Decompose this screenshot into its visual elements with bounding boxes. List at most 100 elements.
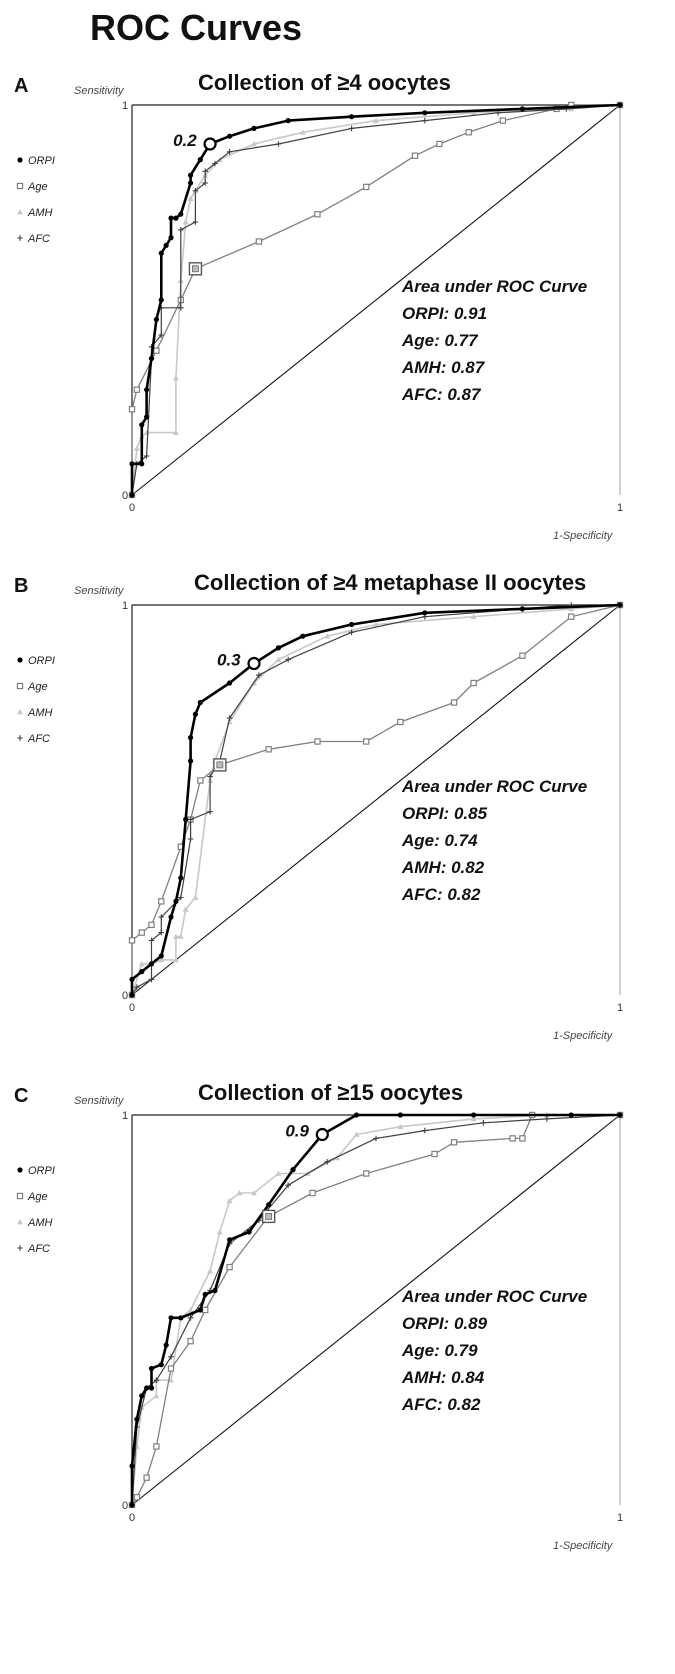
- data-point-orpi: [148, 961, 155, 967]
- legend-label-amh: AMH: [27, 207, 53, 219]
- data-point-orpi: [139, 1393, 145, 1399]
- data-point-age: [314, 738, 321, 745]
- legend-marker-afc: [17, 235, 23, 241]
- diagonal-reference-line: [131, 604, 621, 996]
- data-point-orpi: [227, 133, 233, 139]
- data-point-orpi: [246, 1229, 252, 1235]
- auc-annotation: Area under ROC Curve ORPI: 0.89 Age: 0.79 A…: [401, 1287, 587, 1414]
- data-point-orpi: [129, 492, 135, 498]
- legend: ORPI Age AMH AFC: [16, 155, 55, 245]
- data-point-amh: [216, 1229, 223, 1235]
- data-point-age: [202, 1306, 209, 1314]
- legend-item-afc: AFC: [17, 1243, 50, 1255]
- x-tick-label-0: 0: [129, 502, 135, 514]
- highlight-point-age-inner: [192, 265, 199, 273]
- data-point-orpi: [173, 215, 179, 221]
- data-point-amh: [172, 429, 179, 435]
- data-point-orpi: [617, 102, 623, 108]
- y-axis-label: Sensitivity: [74, 85, 125, 97]
- auc-line-1: ORPI: 0.85: [402, 804, 488, 823]
- data-point-orpi: [617, 602, 623, 608]
- data-point-afc: [226, 149, 233, 155]
- data-point-amh: [470, 613, 477, 620]
- data-point-orpi: [158, 953, 164, 959]
- threshold-label: 0.2: [173, 131, 197, 150]
- data-point-afc: [544, 1116, 550, 1122]
- x-tick-label-1: 1: [617, 1002, 623, 1014]
- legend-item-orpi: ORPI: [17, 1165, 55, 1177]
- data-point-afc: [192, 188, 199, 194]
- data-point-orpi: [139, 969, 145, 975]
- auc-line-4: AFC: 0.87: [401, 385, 482, 404]
- legend-item-afc: AFC: [17, 733, 50, 745]
- data-point-orpi: [197, 157, 203, 163]
- panel-title: Collection of ≥4 metaphase II oocytes: [194, 570, 586, 595]
- data-point-amh: [172, 375, 179, 381]
- data-point-amh: [153, 1392, 160, 1399]
- data-point-afc: [480, 1120, 487, 1126]
- data-point-orpi: [617, 1112, 623, 1118]
- data-point-amh: [226, 1197, 233, 1204]
- data-point-age: [187, 1337, 194, 1345]
- data-point-age: [519, 652, 526, 659]
- data-point-afc: [187, 1315, 194, 1321]
- data-point-age: [128, 406, 136, 413]
- data-point-orpi: [212, 1287, 218, 1294]
- data-point-orpi: [158, 297, 164, 303]
- data-point-orpi: [153, 316, 159, 323]
- data-point-orpi: [349, 114, 355, 120]
- data-point-age: [314, 211, 321, 218]
- legend-label-orpi: ORPI: [28, 155, 55, 167]
- data-point-amh: [299, 129, 306, 135]
- auc-heading: Area under ROC Curve: [401, 277, 587, 296]
- y-tick-label-1: 1: [122, 1110, 128, 1122]
- legend: ORPI Age AMH AFC: [16, 655, 55, 745]
- data-point-orpi: [519, 106, 526, 112]
- data-point-age: [411, 152, 419, 159]
- data-point-age: [133, 386, 141, 393]
- data-point-amh: [470, 109, 477, 116]
- auc-annotation: Area under ROC Curve ORPI: 0.85 Age: 0.74 A…: [401, 777, 587, 904]
- legend: ORPI Age AMH AFC: [16, 1165, 55, 1255]
- data-point-orpi: [168, 914, 174, 920]
- data-point-afc: [178, 305, 184, 311]
- data-point-afc: [158, 929, 165, 936]
- auc-annotation: Area under ROC Curve ORPI: 0.91 Age: 0.77 A…: [401, 277, 587, 404]
- data-point-orpi: [144, 387, 150, 393]
- data-point-age: [397, 718, 404, 726]
- data-point-amh: [172, 956, 179, 963]
- data-point-orpi: [187, 172, 194, 178]
- legend-label-amh: AMH: [27, 1217, 53, 1229]
- auc-line-3: AMH: 0.82: [401, 858, 485, 877]
- data-point-age: [363, 1170, 370, 1177]
- y-axis-label: Sensitivity: [74, 1095, 125, 1107]
- data-point-orpi: [187, 758, 194, 764]
- data-point-orpi: [163, 1342, 169, 1348]
- data-point-orpi: [139, 422, 145, 428]
- y-tick-label-0: 0: [122, 1500, 128, 1512]
- legend-marker-amh: [17, 1219, 23, 1225]
- y-tick-label-0: 0: [122, 490, 128, 502]
- data-point-orpi: [227, 680, 233, 686]
- data-point-afc: [187, 836, 194, 842]
- legend-label-age: Age: [27, 181, 48, 193]
- legend-item-amh: AMH: [17, 207, 53, 219]
- legend-label-afc: AFC: [27, 233, 50, 245]
- data-point-afc: [275, 141, 282, 147]
- data-point-age: [153, 347, 160, 354]
- data-point-orpi: [275, 645, 281, 651]
- data-point-afc: [256, 672, 262, 678]
- data-point-age: [143, 1474, 150, 1481]
- data-point-orpi: [422, 110, 428, 116]
- auc-line-4: AFC: 0.82: [401, 1395, 481, 1414]
- data-point-orpi: [178, 211, 184, 217]
- data-point-age: [226, 1263, 233, 1271]
- legend-item-amh: AMH: [17, 707, 53, 719]
- data-point-afc: [348, 125, 355, 132]
- auc-line-3: AMH: 0.84: [401, 1368, 485, 1387]
- data-point-afc: [207, 808, 213, 815]
- data-point-orpi: [422, 610, 428, 616]
- legend-item-orpi: ORPI: [17, 655, 55, 667]
- data-point-orpi: [163, 242, 169, 248]
- data-point-orpi: [227, 1237, 233, 1243]
